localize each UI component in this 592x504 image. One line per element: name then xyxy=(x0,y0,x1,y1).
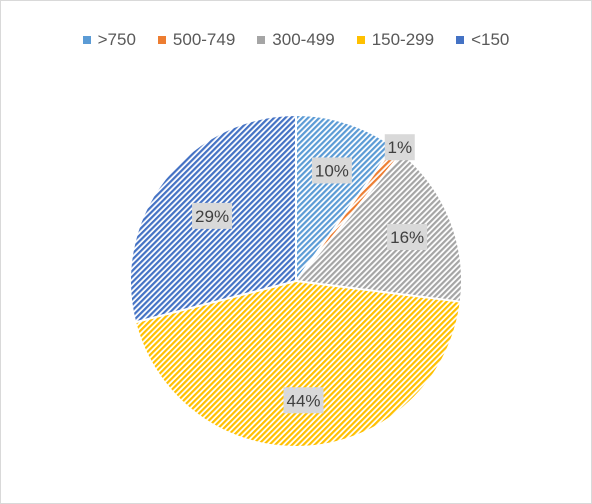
legend-label-500-749: 500-749 xyxy=(172,30,236,49)
data-label-500-749: 1% xyxy=(384,134,415,161)
data-label-box-300-499 xyxy=(387,224,428,251)
legend-swatch-500-749 xyxy=(157,36,166,44)
legend-item-150-299: 150-299 xyxy=(356,30,435,50)
legend-item-300-499: 300-499 xyxy=(257,30,335,50)
data-label-text-500-749: 1% xyxy=(387,138,412,157)
data-label-lt150: 29% xyxy=(192,202,233,229)
data-label-gt750: 10% xyxy=(311,157,352,184)
data-label-box-lt150 xyxy=(192,202,233,229)
legend-label-lt150: <150 xyxy=(471,30,510,49)
legend-label-gt750: >750 xyxy=(97,30,136,49)
legend-item-lt150: <150 xyxy=(456,30,509,50)
data-label-text-150-299: 44% xyxy=(286,391,320,410)
legend-swatch-gt750 xyxy=(82,36,91,44)
legend-label-300-499: 300-499 xyxy=(272,30,335,49)
legend-swatch-300-499 xyxy=(257,36,266,44)
data-label-300-499: 16% xyxy=(387,224,428,251)
data-label-text-300-499: 16% xyxy=(390,228,424,247)
pie-slices xyxy=(129,113,463,448)
legend: >750 500-749 300-499 150-299 <150 xyxy=(0,30,592,50)
data-label-text-gt750: 10% xyxy=(315,161,349,180)
data-label-box-500-749 xyxy=(384,134,415,161)
pie-slice-300-499 xyxy=(294,151,463,303)
legend-item-500-749: 500-749 xyxy=(157,30,236,50)
data-label-box-150-299 xyxy=(283,387,324,414)
legend-swatch-lt150 xyxy=(456,36,465,44)
data-label-150-299: 44% xyxy=(283,387,324,414)
legend-swatch-150-299 xyxy=(356,36,365,44)
legend-label-150-299: 150-299 xyxy=(371,30,435,49)
data-label-box-gt750 xyxy=(311,157,352,184)
data-label-text-lt150: 29% xyxy=(195,207,229,226)
legend-item-gt750: >750 xyxy=(82,30,136,50)
pie-slice-150-299 xyxy=(133,279,462,448)
pie-data-labels: 10% 1% 16% 44% 29% xyxy=(192,134,428,414)
